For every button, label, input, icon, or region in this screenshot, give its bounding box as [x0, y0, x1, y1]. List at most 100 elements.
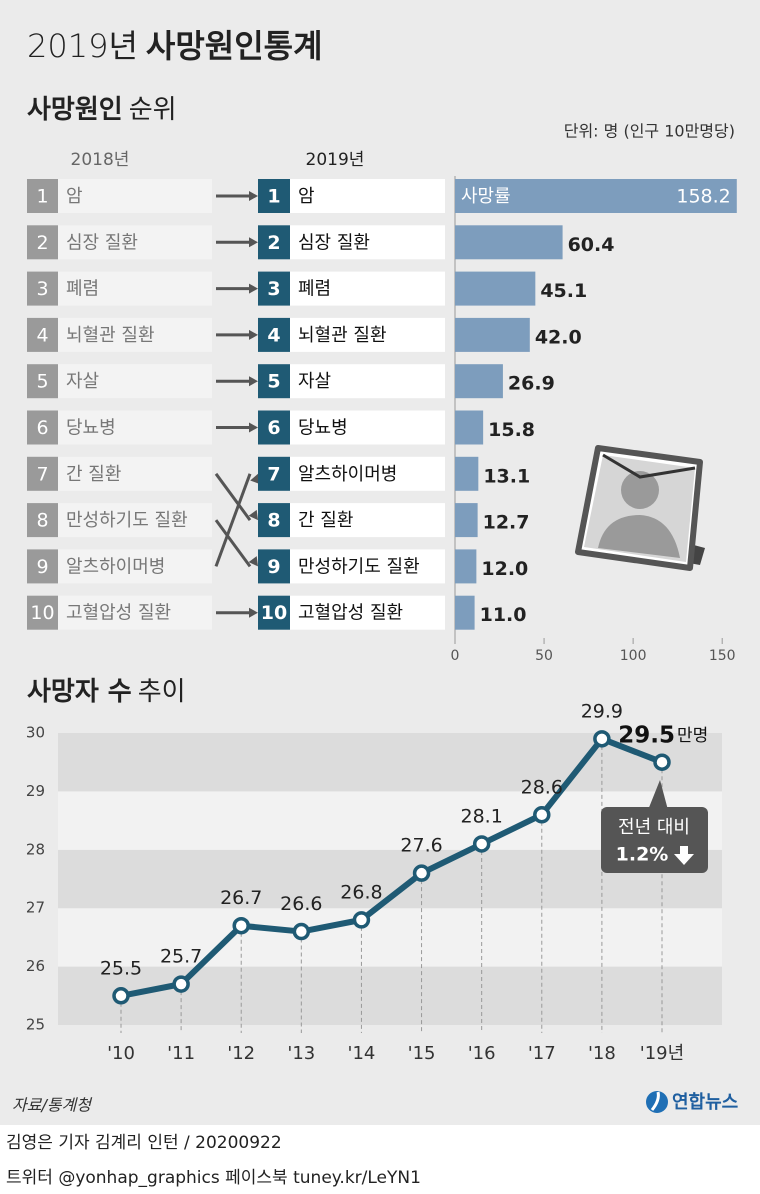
value-label: 26.7 [220, 887, 262, 909]
rank-box [258, 595, 290, 630]
section-title: 사망원인 순위 [27, 95, 177, 125]
x-tick-label: '19년 [640, 1043, 684, 1064]
cause-label: 뇌혈관 질환 [298, 325, 387, 346]
rank-number: 8 [36, 510, 48, 532]
rank-box [258, 456, 290, 491]
value-label: 28.6 [521, 776, 563, 798]
bar-label: 사망률 [461, 186, 511, 207]
rank-box [27, 271, 58, 306]
value-label: 13.1 [483, 465, 530, 487]
rank-number: 3 [267, 278, 280, 300]
point [412, 864, 431, 882]
cause-label: 만성하기도 질환 [66, 510, 188, 531]
grid-band [58, 966, 722, 1025]
source: 자료/통계청 [12, 1096, 93, 1115]
value-label: 26.9 [508, 373, 555, 395]
x-tick-label: '17 [528, 1043, 556, 1064]
rank-box [27, 179, 58, 213]
value-label: 26.6 [280, 893, 322, 915]
x-tick-label: '18 [588, 1043, 616, 1064]
y-tick-label: 30 [26, 724, 45, 742]
cause-box [290, 271, 445, 306]
rank-box [27, 410, 58, 445]
rank-arrow [214, 519, 252, 568]
value-label: 12.7 [483, 512, 530, 534]
rank-number: 4 [267, 324, 280, 346]
rank-number: 7 [36, 463, 48, 485]
cause-label: 고혈압성 질환 [66, 603, 171, 624]
cause-box [58, 410, 212, 445]
value-label: 42.0 [535, 326, 582, 348]
cause-label: 고혈압성 질환 [298, 603, 403, 624]
point [292, 922, 311, 941]
rank-arrow-head [248, 509, 258, 521]
value-label: 29.9 [581, 700, 623, 722]
cause-box [290, 595, 445, 630]
cause-label: 알츠하이머병 [298, 464, 397, 485]
x-tick-label: '15 [408, 1043, 436, 1064]
cause-label: 뇌혈관 질환 [66, 325, 155, 346]
cause-box [58, 549, 212, 584]
rank-arrow [214, 472, 252, 521]
value-label: 60.4 [568, 234, 615, 256]
rank-box [258, 364, 290, 399]
line [120, 735, 664, 999]
bar [455, 364, 503, 399]
x-tick-label: '16 [468, 1043, 496, 1064]
cause-box [290, 225, 445, 260]
point [653, 753, 671, 771]
x-tick-label: 50 [535, 648, 553, 664]
bar [455, 271, 536, 306]
cause-box [58, 179, 212, 213]
x-tick-label: '12 [227, 1043, 255, 1064]
x-tick-label: 150 [709, 648, 736, 664]
bar [455, 179, 737, 213]
rank-number: 1 [36, 186, 48, 208]
rank-box [27, 225, 58, 260]
section-title-bold: 사망자 수 [27, 677, 132, 707]
cause-box [58, 364, 212, 399]
value-label: 27.6 [400, 835, 442, 857]
x-tick-label: '14 [348, 1043, 376, 1064]
rank-number: 2 [267, 232, 280, 254]
bar [455, 549, 477, 584]
page-title: 2019년 사망원인통계 [27, 27, 323, 65]
point [533, 806, 551, 824]
rank-number: 5 [36, 371, 48, 393]
rank-number: 3 [36, 278, 48, 300]
annotation-text: 전년 대비 [618, 817, 690, 838]
bar [455, 317, 530, 352]
rank-box [27, 317, 58, 352]
point [232, 916, 250, 935]
title-year: 2019년 [27, 27, 138, 65]
value-label: 26.8 [340, 881, 382, 903]
rank-arrow-head [249, 607, 258, 618]
value-label: 25.5 [100, 957, 142, 979]
logo: 연합뉴스 [646, 1091, 738, 1113]
cause-box [58, 503, 212, 538]
cause-label: 암 [298, 186, 315, 207]
point [352, 911, 371, 929]
section-title-light: 추이 [138, 677, 186, 707]
point [112, 987, 130, 1005]
rank-box [27, 595, 58, 630]
value-label: 11.0 [480, 604, 527, 626]
rank-number: 4 [36, 324, 48, 346]
rank-number: 6 [36, 417, 48, 439]
cause-box [290, 503, 445, 538]
annotation-change: 1.2% [616, 844, 669, 866]
cause-box [290, 364, 445, 399]
cause-label: 만성하기도 질환 [298, 556, 420, 577]
bar [455, 410, 484, 445]
rank-arrow-head [249, 237, 258, 248]
cause-label: 알츠하이머병 [66, 556, 165, 577]
value-label: 25.7 [160, 946, 202, 968]
bar [455, 456, 479, 491]
cause-box [290, 179, 445, 213]
cause-box [58, 317, 212, 352]
rank-box [258, 225, 290, 260]
y-tick-label: 29 [26, 782, 45, 800]
cause-box [290, 456, 445, 491]
value-label: 15.8 [488, 419, 535, 441]
cause-box [58, 595, 212, 630]
